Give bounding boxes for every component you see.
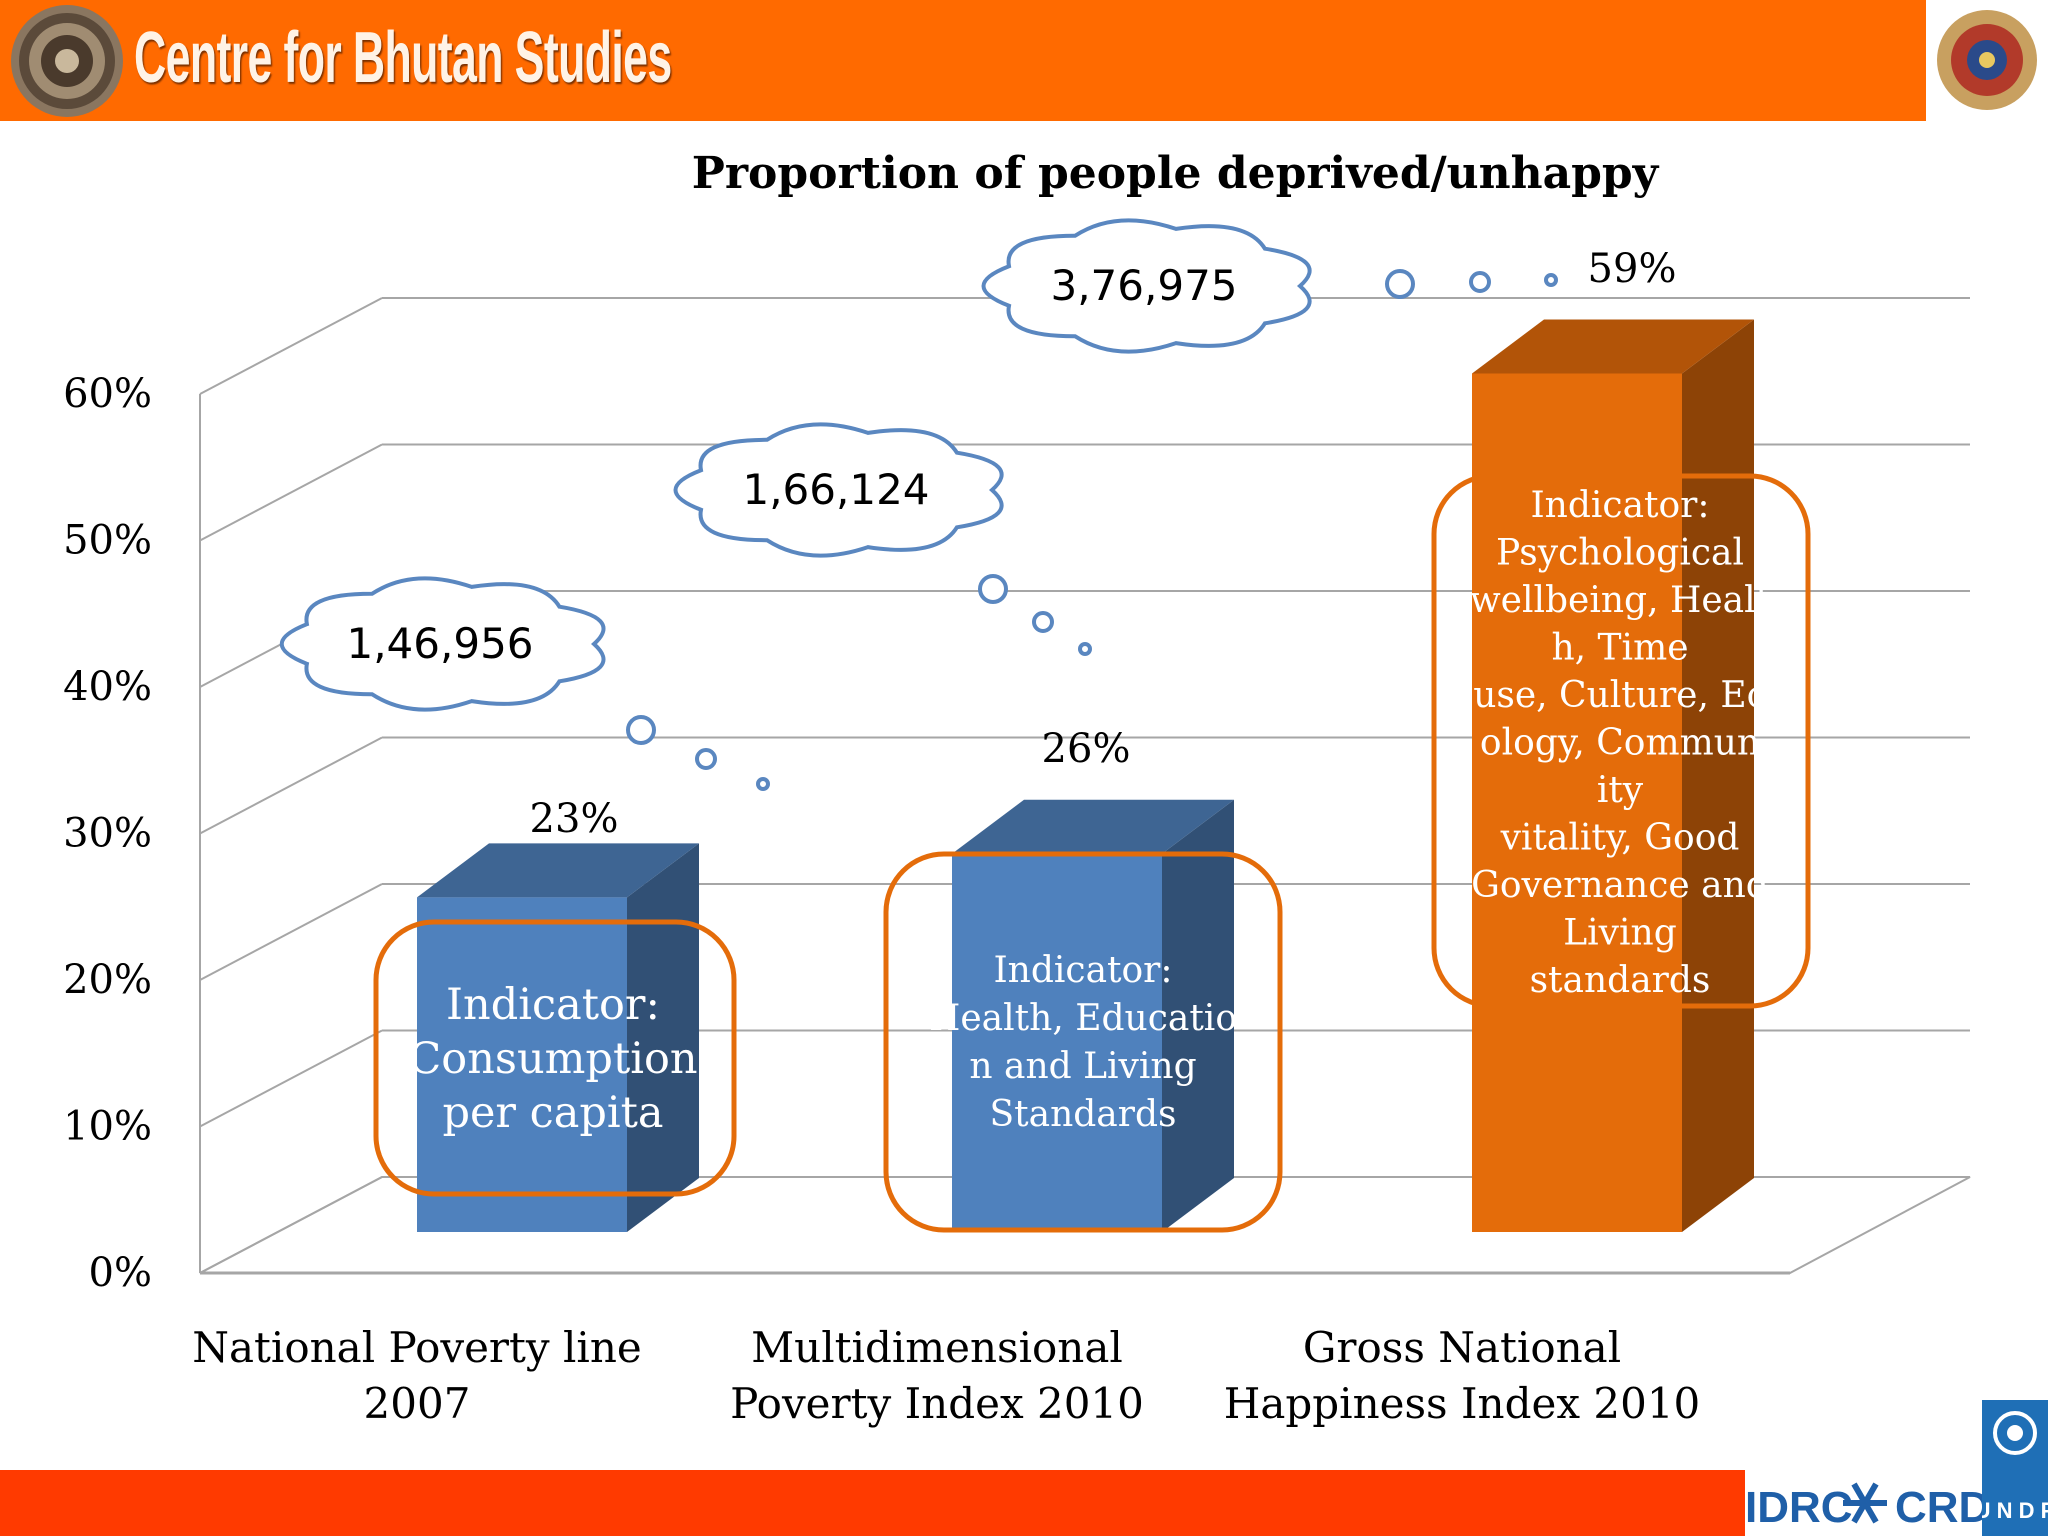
bar-side	[1682, 319, 1754, 1232]
indicator-text: Health, Educatio	[929, 998, 1237, 1039]
bar-front	[1472, 373, 1682, 1232]
thought-bubble-dot	[1032, 611, 1054, 633]
indicator-text: Standards	[989, 1094, 1176, 1135]
y-tick-label: 30%	[63, 811, 152, 857]
cloud-count-label: 1,46,956	[346, 619, 533, 668]
y-tick-label: 40%	[63, 664, 152, 710]
bar-top	[417, 843, 699, 898]
indicator-text: per capita	[442, 1088, 663, 1138]
bar-front	[952, 853, 1162, 1232]
gridline-side	[199, 736, 383, 835]
annotation-layer: 23% 26% 59% 1,46,956 1,66,124 3,76,975 Indicat…	[279, 218, 1811, 1233]
indicator-text: n and Living	[969, 1046, 1196, 1087]
indicator-box	[373, 919, 737, 1197]
x-category-label: Poverty Index 2010	[730, 1379, 1144, 1428]
y-tick-label: 20%	[63, 957, 152, 1003]
emblem-logo	[1926, 0, 2048, 121]
y-tick-label: 60%	[63, 371, 152, 417]
thought-bubble-dot	[626, 715, 656, 745]
bar-front	[417, 897, 627, 1232]
thought-bubble-dot	[756, 777, 770, 791]
axis-layer: 0% 10% 20% 30% 40% 50% 60% National Poverty lin…	[63, 371, 1700, 1428]
indicator-text: ology, Commun	[1480, 723, 1760, 764]
x-category-label: Happiness Index 2010	[1224, 1379, 1701, 1428]
data-label: 23%	[530, 796, 619, 842]
idrc-logo: IDRC	[1745, 1483, 1853, 1532]
data-label: 59%	[1588, 246, 1677, 292]
thought-bubble-dot	[1544, 273, 1558, 287]
thought-cloud	[981, 218, 1312, 354]
thought-cloud	[673, 422, 1004, 558]
indicator-text: vitality, Good	[1500, 818, 1740, 859]
header-bar	[0, 0, 2048, 121]
thought-cloud	[279, 576, 606, 712]
star-icon	[1843, 1482, 1887, 1524]
indicator-box	[883, 851, 1283, 1233]
x-category-label: Gross National	[1303, 1323, 1621, 1372]
cloud-count-label: 3,76,975	[1050, 261, 1237, 310]
x-category-label: National Poverty line	[192, 1323, 642, 1372]
indicator-text: Living	[1563, 913, 1677, 954]
indicator-text: Indicator:	[993, 950, 1172, 991]
x-category-label: 2007	[364, 1379, 471, 1428]
gridline-side	[199, 297, 383, 395]
chart-title: Proportion of people deprived/unhappy	[692, 148, 1660, 199]
indicator-text: Indicator:	[1530, 485, 1709, 526]
thought-bubble-dot	[978, 574, 1008, 604]
undp-logo: U N D P	[1975, 1400, 2048, 1536]
indicator-text: standards	[1530, 960, 1711, 1001]
indicator-text: wellbeing, Healt	[1470, 580, 1771, 621]
footer-bar	[0, 1470, 1745, 1536]
data-label: 26%	[1042, 726, 1131, 772]
indicator-text: Governance and	[1471, 865, 1769, 906]
gridline-side	[199, 443, 383, 542]
thought-bubble-dot	[695, 748, 717, 770]
thought-bubble-dot	[1469, 271, 1491, 293]
gridline-side	[199, 1029, 383, 1128]
indicator-text: Psychological	[1496, 533, 1744, 574]
bar-side	[627, 843, 699, 1232]
indicator-text: ity	[1597, 770, 1644, 811]
x-category-label: Multidimensional	[751, 1323, 1123, 1372]
bar-side	[1162, 799, 1234, 1232]
indicator-text: h, Time	[1551, 628, 1688, 669]
indicator-text: use, Culture, Ec	[1473, 675, 1767, 716]
bar-top	[952, 799, 1234, 854]
bar-top	[1472, 319, 1754, 374]
thought-bubble-dot	[1385, 269, 1415, 299]
indicator-text: Consumption	[408, 1034, 697, 1084]
y-tick-label: 10%	[63, 1104, 152, 1150]
y-tick-label: 0%	[89, 1250, 152, 1296]
undp-text: U N D P	[1982, 1498, 2048, 1523]
thought-bubble-dot	[1078, 642, 1092, 656]
bar-layer	[417, 319, 1754, 1232]
indicator-box	[1431, 473, 1811, 1009]
indicator-text: Indicator:	[446, 980, 660, 1030]
org-title: Centre for Bhutan Studies	[134, 18, 672, 98]
wheel-logo	[11, 5, 123, 117]
cloud-count-label: 1,66,124	[742, 465, 929, 514]
gridline-side	[199, 883, 383, 981]
y-tick-label: 50%	[63, 518, 152, 564]
